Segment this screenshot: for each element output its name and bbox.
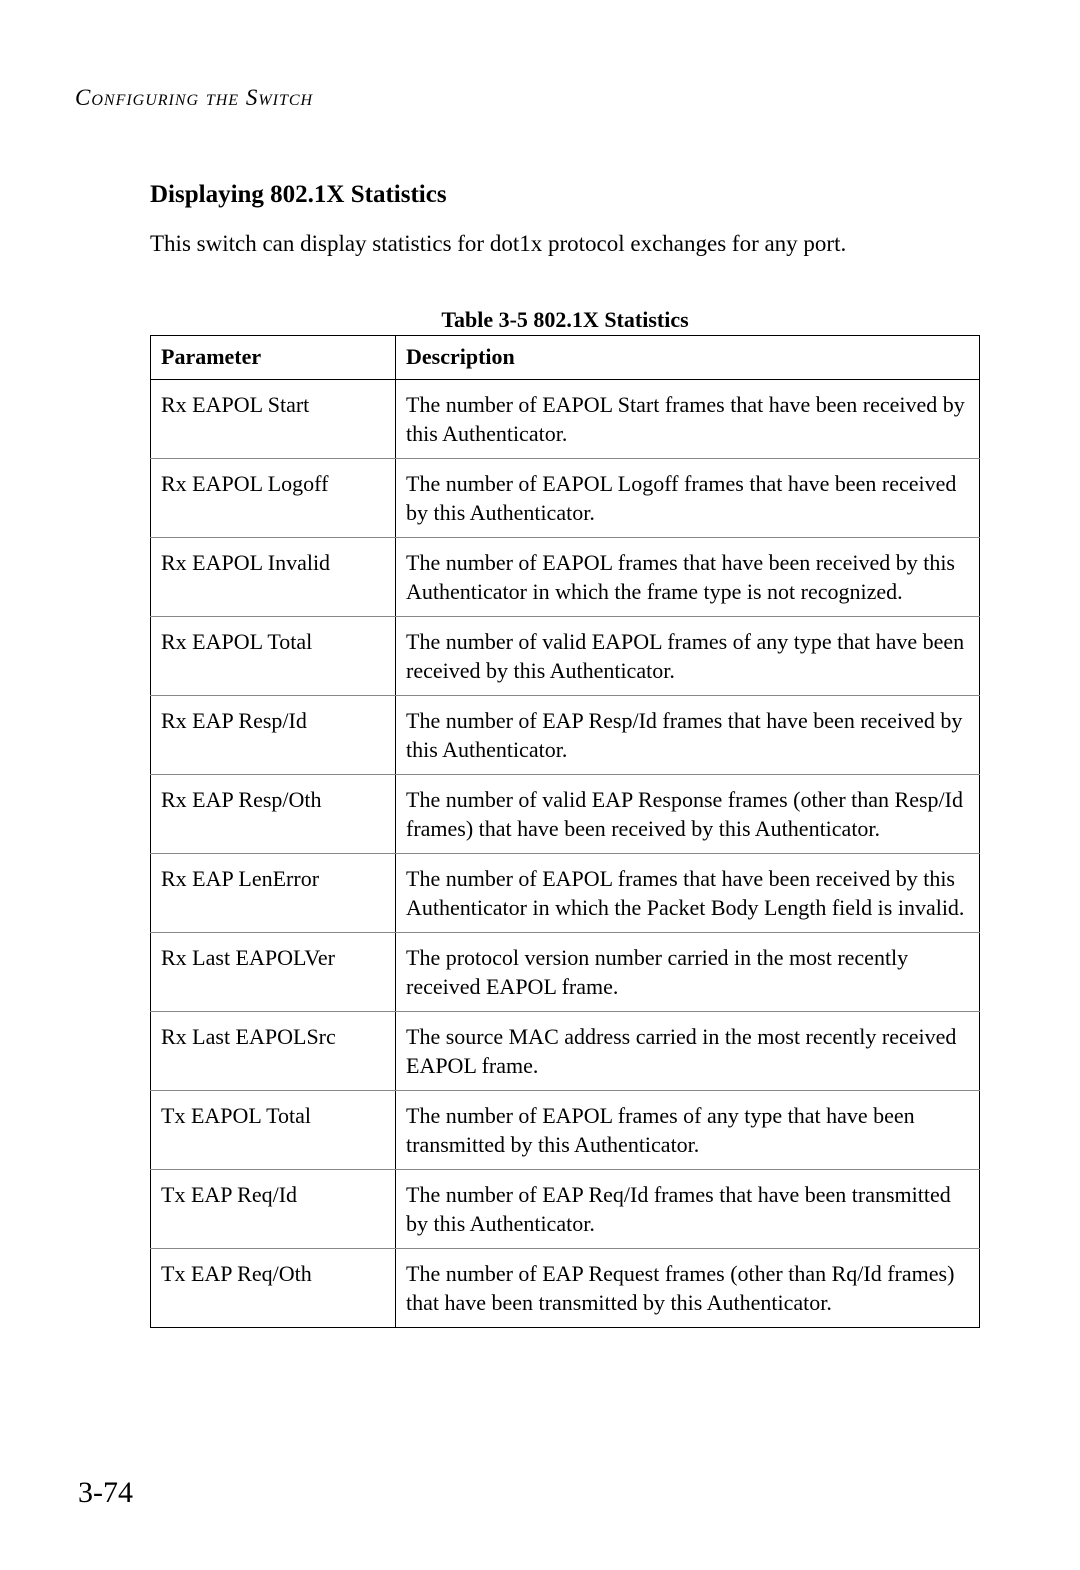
table-row: Tx EAP Req/Oth The number of EAP Request… [151,1249,980,1328]
description-cell: The number of valid EAP Response frames … [396,774,980,853]
main-content: Displaying 802.1X Statistics This switch… [150,181,980,1328]
table-body: Rx EAPOL Start The number of EAPOL Start… [151,379,980,1328]
table-header-row: Parameter Description [151,335,980,379]
parameter-cell: Tx EAPOL Total [151,1091,396,1170]
parameter-cell: Rx EAPOL Start [151,379,396,458]
description-cell: The number of EAP Req/Id frames that hav… [396,1170,980,1249]
description-cell: The protocol version number carried in t… [396,932,980,1011]
table-row: Rx EAPOL Logoff The number of EAPOL Logo… [151,458,980,537]
column-header-parameter: Parameter [151,335,396,379]
table-row: Rx EAPOL Start The number of EAPOL Start… [151,379,980,458]
description-cell: The number of EAPOL Logoff frames that h… [396,458,980,537]
table-row: Tx EAPOL Total The number of EAPOL frame… [151,1091,980,1170]
table-row: Tx EAP Req/Id The number of EAP Req/Id f… [151,1170,980,1249]
parameter-cell: Tx EAP Req/Oth [151,1249,396,1328]
page-header: Configuring the Switch [75,85,980,111]
parameter-cell: Rx EAPOL Invalid [151,537,396,616]
description-cell: The number of EAPOL frames that have bee… [396,537,980,616]
parameter-cell: Rx Last EAPOLVer [151,932,396,1011]
column-header-description: Description [396,335,980,379]
table-row: Rx EAP LenError The number of EAPOL fram… [151,853,980,932]
description-cell: The number of valid EAPOL frames of any … [396,616,980,695]
description-cell: The number of EAPOL frames that have bee… [396,853,980,932]
table-row: Rx Last EAPOLVer The protocol version nu… [151,932,980,1011]
parameter-cell: Rx EAP Resp/Id [151,695,396,774]
section-title: Displaying 802.1X Statistics [150,181,980,209]
parameter-cell: Rx Last EAPOLSrc [151,1012,396,1091]
description-cell: The number of EAP Request frames (other … [396,1249,980,1328]
table-row: Rx EAP Resp/Id The number of EAP Resp/Id… [151,695,980,774]
statistics-table: Parameter Description Rx EAPOL Start The… [150,335,980,1329]
description-cell: The source MAC address carried in the mo… [396,1012,980,1091]
table-row: Rx EAP Resp/Oth The number of valid EAP … [151,774,980,853]
page-number: 3-74 [78,1476,133,1510]
description-cell: The number of EAP Resp/Id frames that ha… [396,695,980,774]
table-row: Rx EAPOL Total The number of valid EAPOL… [151,616,980,695]
parameter-cell: Rx EAP Resp/Oth [151,774,396,853]
description-cell: The number of EAPOL Start frames that ha… [396,379,980,458]
table-caption: Table 3-5 802.1X Statistics [150,307,980,333]
description-cell: The number of EAPOL frames of any type t… [396,1091,980,1170]
parameter-cell: Rx EAPOL Total [151,616,396,695]
parameter-cell: Rx EAPOL Logoff [151,458,396,537]
table-row: Rx EAPOL Invalid The number of EAPOL fra… [151,537,980,616]
parameter-cell: Tx EAP Req/Id [151,1170,396,1249]
parameter-cell: Rx EAP LenError [151,853,396,932]
table-row: Rx Last EAPOLSrc The source MAC address … [151,1012,980,1091]
intro-text: This switch can display statistics for d… [150,227,980,262]
